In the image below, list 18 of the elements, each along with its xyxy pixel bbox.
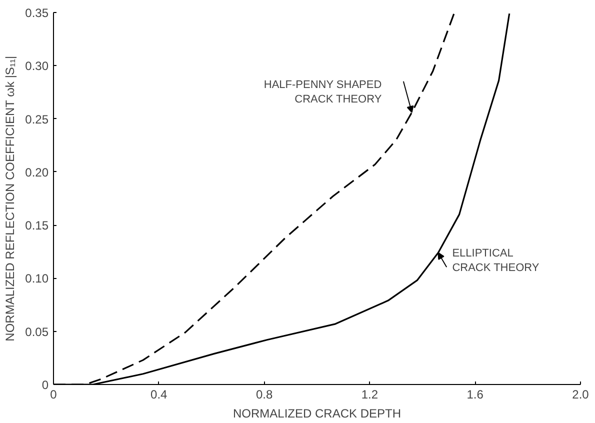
- x-tick-label: 1.6: [466, 388, 484, 402]
- x-tick-label: 2.0: [572, 388, 590, 402]
- y-tick-label: 0.35: [25, 6, 49, 20]
- annotation: ELLIPTICAL CRACK THEORY: [452, 248, 540, 274]
- x-axis-title: NORMALIZED CRACK DEPTH: [232, 406, 402, 420]
- x-tick-label: 0: [50, 388, 58, 402]
- y-tick-label: 0.25: [25, 112, 49, 126]
- y-tick-label: 0: [42, 378, 49, 392]
- y-tick-label: 0.30: [25, 59, 49, 74]
- y-axis-title: NORMALIZED REFLECTION COEFFICIENT ωk |S₁₁|: [3, 56, 18, 342]
- y-tick-label: 0.15: [25, 218, 49, 233]
- x-tick-label: 0.8: [256, 388, 273, 402]
- annotation: HALF-PENNY SHAPED CRACK THEORY: [264, 79, 382, 106]
- x-tick-label: 1.2: [361, 388, 378, 402]
- y-tick-label: 0.20: [25, 165, 49, 180]
- x-tick-label: 0.4: [150, 388, 168, 402]
- y-tick-label: 0.05: [25, 324, 49, 339]
- y-tick-label: 0.10: [25, 272, 49, 286]
